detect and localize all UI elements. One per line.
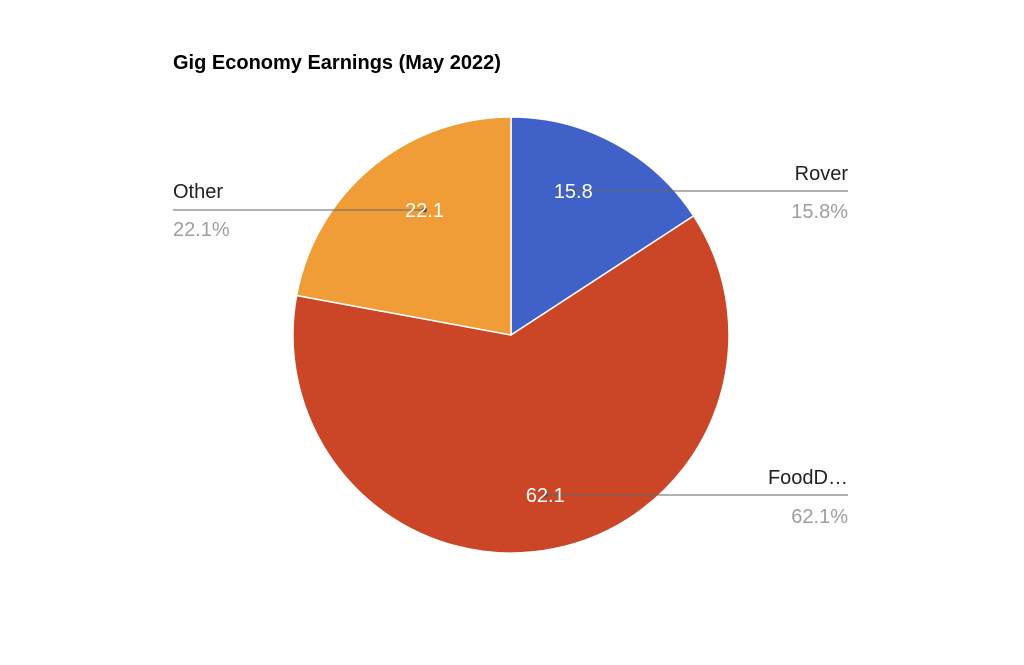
slice-category-label-2: Other	[173, 181, 223, 203]
chart-title: Gig Economy Earnings (May 2022)	[173, 52, 501, 74]
leader-dot-1	[542, 492, 548, 498]
slice-percent-label-1: 62.1%	[791, 506, 848, 528]
leader-dot-2	[422, 207, 428, 213]
slice-value-label-2: 22.1	[405, 200, 444, 222]
slice-percent-label-2: 22.1%	[173, 219, 230, 241]
slice-percent-label-0: 15.8%	[791, 201, 848, 223]
leader-dot-0	[570, 188, 576, 194]
slice-category-label-1: FoodD…	[768, 467, 848, 489]
slice-value-label-1: 62.1	[526, 485, 565, 507]
slice-category-label-0: Rover	[795, 163, 849, 185]
pie-slice-1[interactable]	[292, 214, 730, 554]
pie-slice-2[interactable]	[295, 116, 512, 336]
pie-slice-0[interactable]	[510, 116, 695, 337]
slice-value-label-0: 15.8	[554, 181, 593, 203]
